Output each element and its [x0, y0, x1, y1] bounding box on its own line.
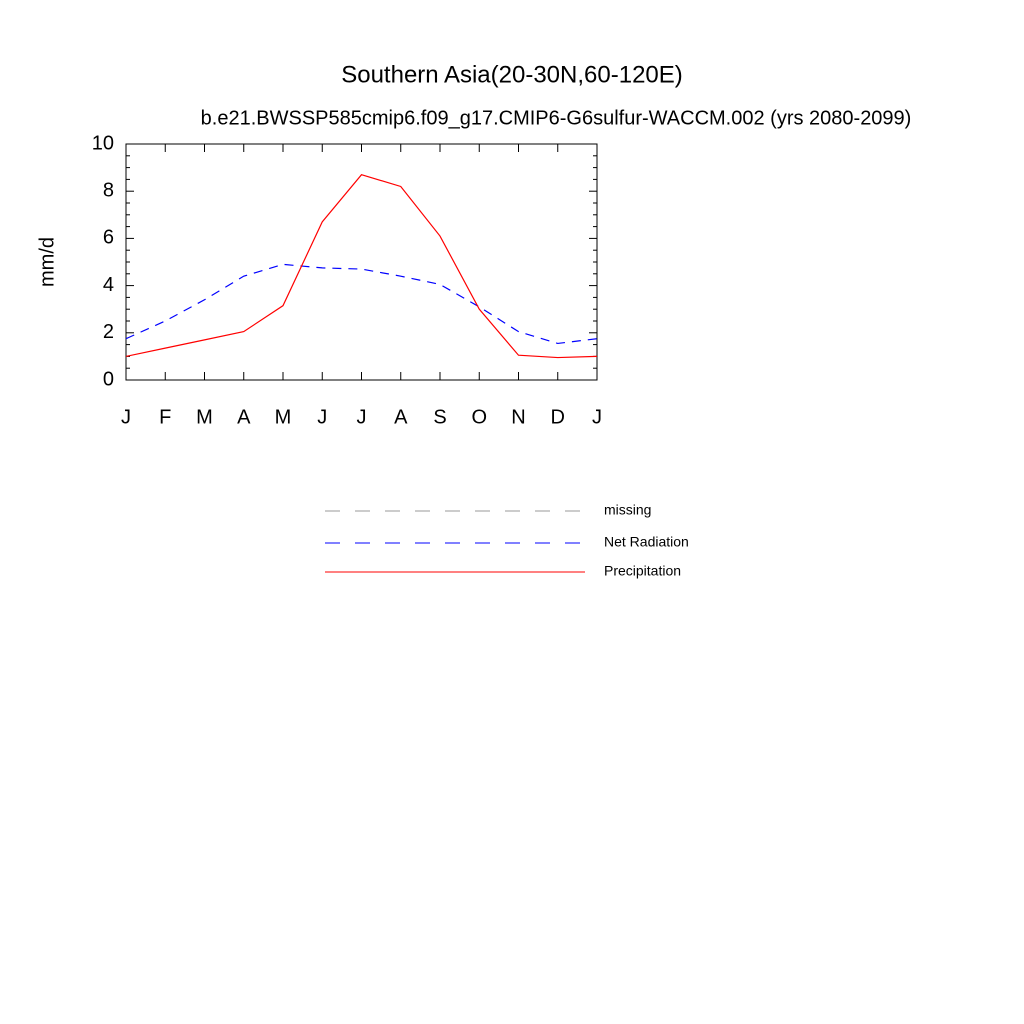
y-tick-label: 10: [92, 132, 114, 154]
series-line: [125, 263, 598, 345]
x-tick-label: J: [317, 406, 327, 428]
legend-label: Net Radiation: [604, 534, 689, 550]
series-line: [125, 173, 598, 359]
x-tick-label: N: [511, 406, 525, 428]
plot-frame: [125, 143, 598, 381]
x-tick-label: J: [121, 406, 131, 428]
x-tick-label: D: [551, 406, 565, 428]
y-tick-label: 8: [103, 179, 114, 201]
x-tick-label: J: [592, 406, 602, 428]
x-tick-label: O: [471, 406, 487, 428]
x-tick-label: M: [275, 406, 292, 428]
x-tick-label: M: [196, 406, 213, 428]
x-tick-label: A: [394, 406, 408, 428]
chart-subtitle: b.e21.BWSSP585cmip6.f09_g17.CMIP6-G6sulf…: [201, 107, 912, 129]
x-tick-label: A: [237, 406, 251, 428]
x-tick-label: S: [433, 406, 446, 428]
chart-title: Southern Asia(20-30N,60-120E): [341, 61, 683, 88]
y-axis-label: mm/d: [36, 237, 58, 287]
y-tick-label: 4: [103, 274, 114, 296]
legend-label: Precipitation: [604, 563, 681, 579]
x-tick-label: J: [357, 406, 367, 428]
y-tick-label: 2: [103, 321, 114, 343]
legend-label: missing: [604, 502, 651, 518]
x-tick-label: F: [159, 406, 171, 428]
y-tick-label: 6: [103, 227, 114, 249]
y-tick-label: 0: [103, 368, 114, 390]
